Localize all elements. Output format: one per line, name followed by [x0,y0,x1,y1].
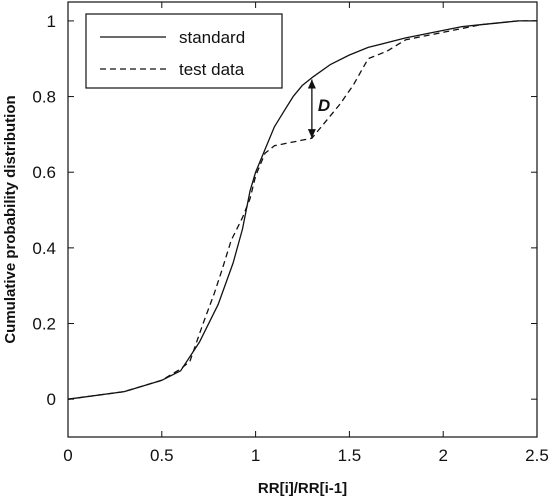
series-line-test-data [67,20,537,400]
y-axis-label: Cumulative probability distribution [2,95,19,343]
annotation-label-d: D [318,96,330,115]
x-tick-label: 1 [251,446,260,465]
y-tick-label: 0.8 [32,88,56,107]
legend-label-standard: standard [179,28,245,47]
annotation-layer: D [307,79,330,139]
annotation-arrowhead-top [307,79,316,89]
y-tick-label: 0 [47,390,56,409]
y-tick-label: 1 [47,12,56,31]
x-axis-ticks: 0 0.5 1 1.5 2 2.5 [63,2,549,465]
x-axis-label: RR[i]/RR[i-1] [258,480,347,497]
x-tick-label: 2.5 [525,446,549,465]
legend-box [85,13,283,89]
series-layer [67,20,537,400]
series-line-standard [67,20,537,400]
y-tick-label: 0.4 [32,239,56,258]
plot-area [67,1,538,438]
legend: standard test data [85,13,283,89]
x-tick-label: 0 [63,446,72,465]
y-axis-ticks: 0 0.2 0.4 0.6 0.8 1 [32,12,537,409]
annotation-arrowhead-bottom [307,129,316,139]
x-tick-label: 0.5 [150,446,174,465]
x-tick-label: 2 [438,446,447,465]
legend-label-test-data: test data [179,60,245,79]
y-tick-label: 0.6 [32,163,56,182]
x-tick-label: 1.5 [338,446,362,465]
y-tick-label: 0.2 [32,315,56,334]
